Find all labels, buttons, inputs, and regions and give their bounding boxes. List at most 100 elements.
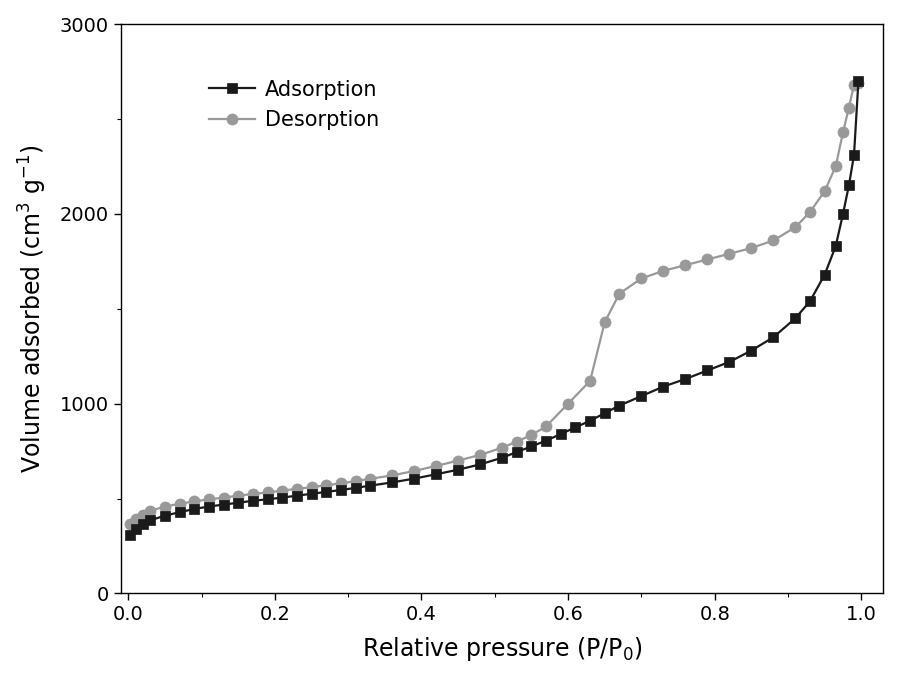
Desorption [189,497,200,505]
Desorption [843,103,854,112]
Desorption [819,187,830,195]
Desorption [511,437,522,445]
Desorption [453,456,464,464]
Desorption [790,223,801,231]
Adsorption [203,503,214,511]
Adsorption [497,454,508,462]
Desorption [746,244,757,252]
Line: Desorption: Desorption [125,78,864,530]
Adsorption [292,492,302,500]
Adsorption [805,297,815,305]
Adsorption [320,488,331,496]
Adsorption [145,516,156,524]
Desorption [320,481,331,490]
Adsorption [262,495,273,503]
Y-axis label: Volume adsorbed (cm$^3$ g$^{-1}$): Volume adsorbed (cm$^3$ g$^{-1}$) [17,144,49,473]
Adsorption [843,182,854,190]
Adsorption [636,392,647,400]
Desorption [831,163,842,171]
Adsorption [431,470,442,478]
Adsorption [599,409,610,418]
Desorption [125,520,136,528]
Adsorption [511,448,522,456]
Desorption [724,250,734,258]
Adsorption [306,490,317,498]
Adsorption [768,333,778,341]
Desorption [138,511,148,519]
Adsorption [453,466,464,474]
Adsorption [555,430,566,438]
Desorption [159,503,170,511]
Adsorption [130,525,141,533]
Desorption [768,237,778,245]
Adsorption [724,358,734,366]
Desorption [277,486,288,494]
Desorption [409,467,419,475]
Adsorption [233,498,244,507]
Adsorption [838,210,849,218]
Desorption [585,377,596,385]
Desorption [203,495,214,503]
Adsorption [526,442,536,450]
Desorption [292,485,302,493]
Desorption [541,422,552,430]
Adsorption [350,484,361,492]
Adsorption [175,508,185,516]
Adsorption [819,271,830,279]
Adsorption [277,494,288,502]
Desorption [248,490,258,498]
Adsorption [746,346,757,354]
Desorption [233,492,244,500]
Desorption [474,451,485,459]
Adsorption [474,460,485,469]
Adsorption [248,496,258,505]
Desorption [526,431,536,439]
Desorption [680,261,691,269]
Desorption [306,483,317,491]
Desorption [658,267,669,275]
Desorption [614,290,625,298]
Desorption [387,471,398,479]
Desorption [497,443,508,452]
Adsorption [218,500,229,509]
Adsorption [790,314,801,322]
Adsorption [585,417,596,425]
Desorption [364,475,375,483]
Adsorption [364,481,375,490]
Adsorption [138,520,148,528]
Desorption [636,274,647,282]
Desorption [838,129,849,137]
Adsorption [614,401,625,409]
Desorption [336,479,346,488]
Line: Adsorption: Adsorption [126,76,863,539]
Adsorption [189,505,200,513]
Adsorption [831,242,842,250]
X-axis label: Relative pressure (P/P$_0$): Relative pressure (P/P$_0$) [362,635,643,663]
Desorption [599,318,610,326]
Desorption [849,81,859,89]
Adsorption [702,367,713,375]
Desorption [702,256,713,264]
Adsorption [853,77,864,85]
Adsorption [541,437,552,445]
Desorption [350,477,361,485]
Desorption [805,208,815,216]
Adsorption [680,375,691,383]
Desorption [175,500,185,508]
Adsorption [336,486,346,494]
Desorption [853,79,864,87]
Adsorption [409,475,419,483]
Desorption [431,462,442,470]
Desorption [562,400,573,408]
Desorption [130,515,141,524]
Desorption [218,494,229,502]
Desorption [262,488,273,496]
Legend: Adsorption, Desorption: Adsorption, Desorption [193,63,396,147]
Adsorption [849,151,859,159]
Adsorption [125,530,136,539]
Adsorption [658,383,669,391]
Adsorption [387,478,398,486]
Desorption [145,507,156,515]
Adsorption [159,511,170,520]
Adsorption [570,424,580,432]
